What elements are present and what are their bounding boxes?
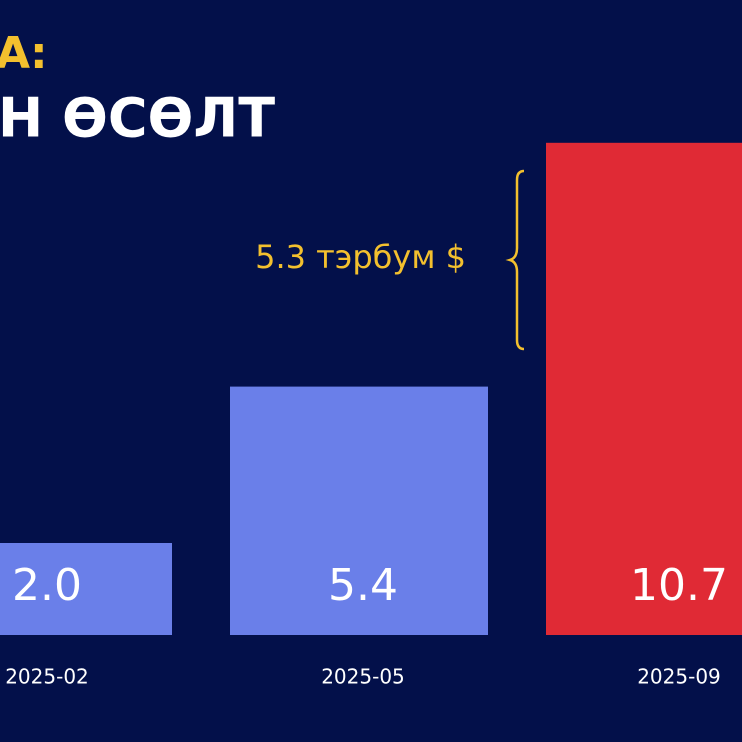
brace [505, 169, 525, 351]
bar [0, 543, 172, 635]
value-label: 2.0 [12, 560, 82, 611]
x-tick-label: 2025-09 [637, 665, 721, 689]
x-tick-label: 2025-05 [321, 665, 405, 689]
value-label: 5.4 [328, 560, 398, 611]
chart-title: А: [0, 28, 48, 79]
bar [546, 142, 742, 636]
annotation: 5.3 тэрбум $ [255, 238, 466, 276]
chart-subtitle: Н ӨСӨЛТ [0, 87, 275, 150]
x-tick-label: 2025-02 [5, 665, 89, 689]
bar [230, 386, 488, 635]
value-label: 10.7 [630, 560, 728, 611]
